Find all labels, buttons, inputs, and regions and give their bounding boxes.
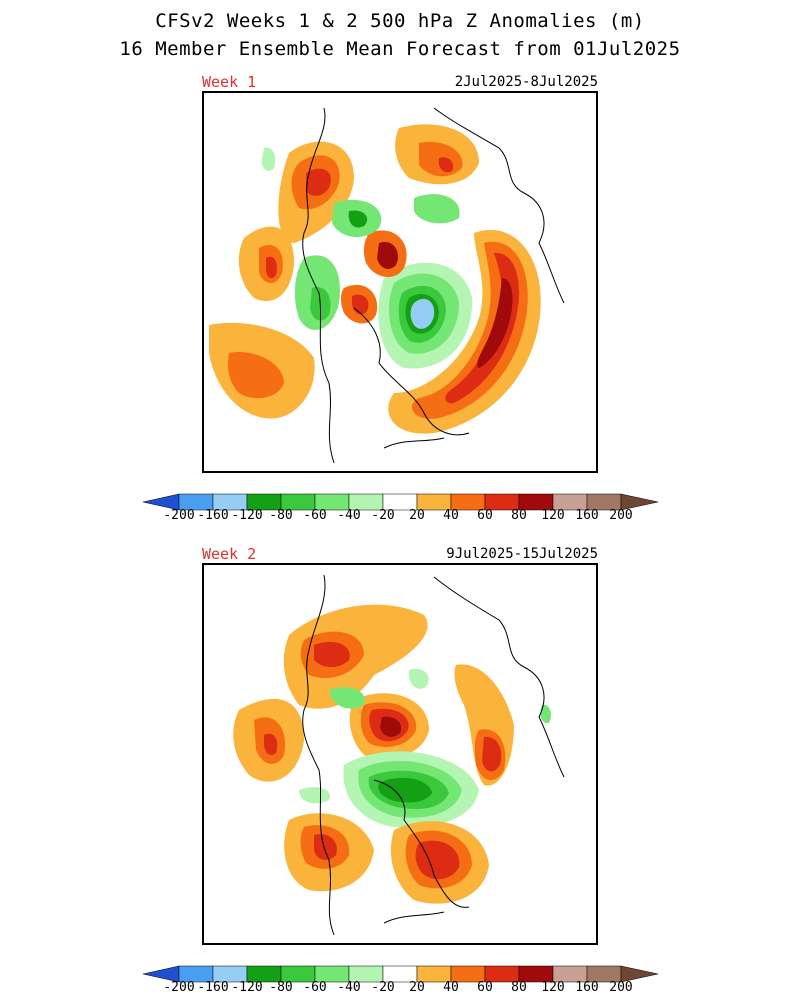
colorbar-tick-label: 160 bbox=[575, 508, 599, 523]
colorbar-week1-swatches bbox=[142, 493, 659, 511]
colorbar-tick-label: 80 bbox=[511, 980, 527, 995]
negative-anomaly-region bbox=[261, 147, 276, 171]
colorbar-tick-label: -20 bbox=[371, 980, 395, 995]
colorbar-tick-label: -20 bbox=[371, 508, 395, 523]
colorbar-tick-label: -120 bbox=[231, 980, 263, 995]
colorbar-tick-label: 200 bbox=[609, 508, 633, 523]
week1-label: Week 1 bbox=[202, 73, 257, 91]
negative-anomaly-region bbox=[348, 210, 368, 228]
colorbar-arrow-high bbox=[620, 965, 659, 983]
colorbar-tick-label: 120 bbox=[541, 980, 565, 995]
positive-anomaly-region bbox=[380, 716, 402, 737]
positive-anomaly-region bbox=[314, 641, 350, 668]
colorbar-tick-label: -160 bbox=[197, 980, 229, 995]
week1-date-range: 2Jul2025-8Jul2025 bbox=[454, 74, 598, 90]
colorbar-tick-label: 120 bbox=[541, 508, 565, 523]
negative-anomaly-region bbox=[299, 787, 330, 804]
week2-label: Week 2 bbox=[202, 545, 257, 563]
colorbar-tick-label: -40 bbox=[337, 508, 361, 523]
positive-anomaly-region bbox=[411, 241, 528, 419]
coastlines bbox=[302, 574, 565, 936]
positive-anomaly-region bbox=[266, 256, 277, 279]
positive-anomaly-region bbox=[477, 278, 513, 368]
colorbar-tick-label: 160 bbox=[575, 980, 599, 995]
positive-anomaly-region bbox=[264, 733, 278, 755]
colorbar-week1: -200 -160 -120 -80 -60 -40 -20 20 40 60 … bbox=[142, 493, 659, 533]
colorbar-tick-label: -200 bbox=[163, 508, 195, 523]
colorbar-tick-label: 40 bbox=[443, 508, 459, 523]
positive-anomaly-region bbox=[306, 168, 331, 196]
colorbar-tick-label: 60 bbox=[477, 980, 493, 995]
colorbar-tick-label: 200 bbox=[609, 980, 633, 995]
colorbar-tick-label: -160 bbox=[197, 508, 229, 523]
positive-anomaly-region bbox=[227, 352, 284, 399]
colorbar-tick-label: 20 bbox=[409, 508, 425, 523]
week1-map bbox=[202, 91, 598, 473]
colorbar-week2: -200 -160 -120 -80 -60 -40 -20 20 40 60 … bbox=[142, 965, 659, 1005]
positive-anomaly-region bbox=[482, 736, 502, 772]
colorbar-tick-label: -120 bbox=[231, 508, 263, 523]
colorbar-tick-label: -60 bbox=[303, 980, 327, 995]
colorbar-tick-label: -40 bbox=[337, 980, 361, 995]
colorbar-tick-label: -80 bbox=[269, 508, 293, 523]
negative-anomaly-region bbox=[378, 777, 432, 803]
colorbar-tick-label: 20 bbox=[409, 980, 425, 995]
colorbar-tick-label: 60 bbox=[477, 508, 493, 523]
colorbar-arrow-high bbox=[620, 493, 659, 511]
negative-anomaly-region bbox=[410, 298, 435, 329]
coastlines bbox=[302, 107, 565, 464]
negative-anomaly-region bbox=[408, 668, 429, 689]
negative-anomaly-region bbox=[329, 687, 365, 709]
positive-anomaly-region bbox=[314, 834, 337, 860]
week2-anomaly-map bbox=[233, 574, 565, 936]
week2-date-range: 9Jul2025-15Jul2025 bbox=[446, 546, 598, 562]
positive-anomaly-region bbox=[438, 157, 454, 173]
week2-map bbox=[202, 563, 598, 945]
colorbar-tick-label: 80 bbox=[511, 508, 527, 523]
colorbar-tick-label: -200 bbox=[163, 980, 195, 995]
positive-anomaly-region bbox=[377, 242, 399, 269]
negative-anomaly-region bbox=[540, 704, 552, 724]
colorbar-week2-swatches bbox=[142, 965, 659, 983]
colorbar-tick-label: -60 bbox=[303, 508, 327, 523]
week1-anomaly-map bbox=[209, 107, 565, 464]
colorbar-tick-label: 40 bbox=[443, 980, 459, 995]
chart-title: CFSv2 Weeks 1 & 2 500 hPa Z Anomalies (m… bbox=[155, 10, 645, 32]
chart-subtitle: 16 Member Ensemble Mean Forecast from 01… bbox=[119, 38, 681, 60]
positive-anomaly-region bbox=[415, 840, 460, 880]
negative-anomaly-region bbox=[414, 194, 460, 224]
colorbar-tick-label: -80 bbox=[269, 980, 293, 995]
